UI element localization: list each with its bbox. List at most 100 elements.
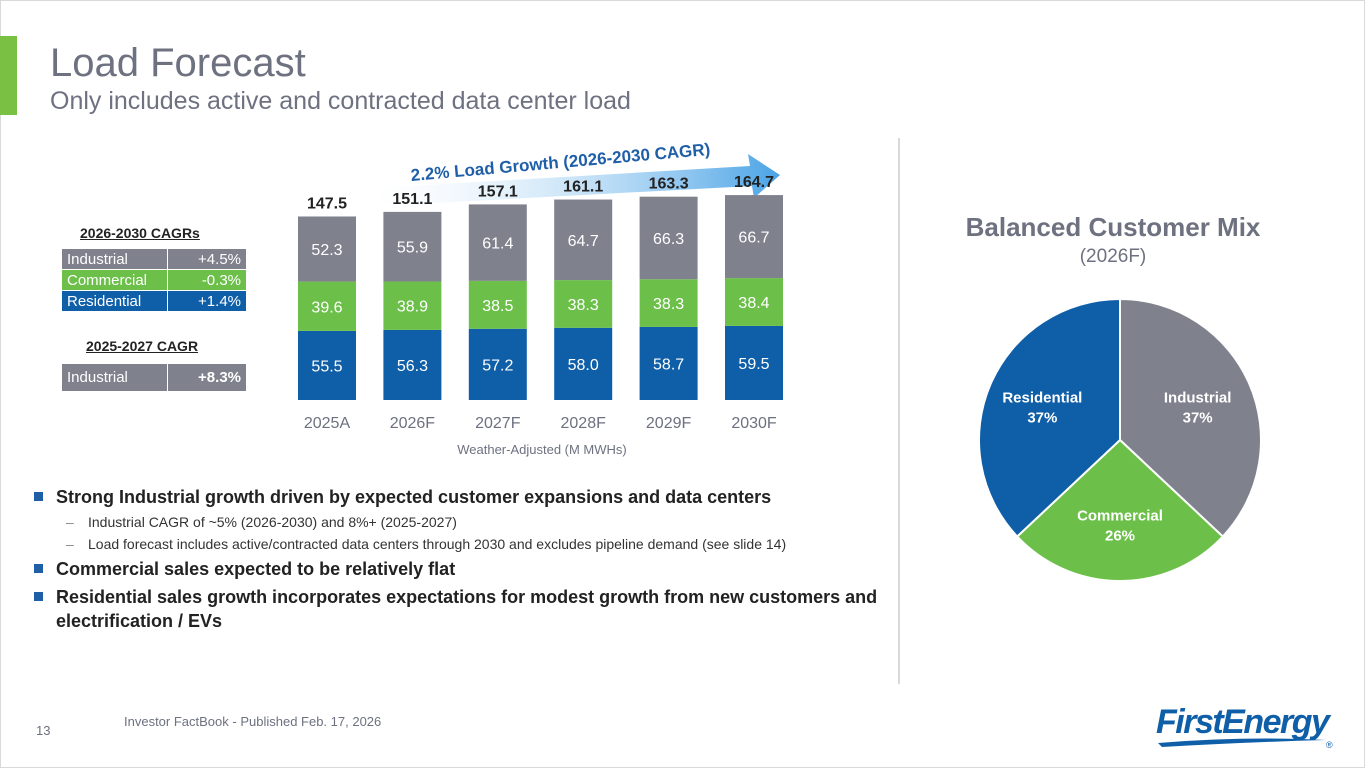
cagr-value: +1.4% xyxy=(167,290,247,312)
pie-subtitle: (2026F) xyxy=(1079,246,1147,267)
cagr-table-2025-2027: Industrial +8.3% xyxy=(61,363,247,392)
footer-text: Investor FactBook - Published Feb. 17, 2… xyxy=(124,714,382,729)
pie-slice-label: Industrial xyxy=(1164,389,1232,406)
bar-segment-residential xyxy=(298,330,356,400)
cagr-row-industrial: Industrial +8.3% xyxy=(61,363,247,392)
sub-bullet-text: Industrial CAGR of ~5% (2026-2030) and 8… xyxy=(88,514,457,530)
pie-slice-residential xyxy=(978,297,1121,538)
x-tick-label: 2027F xyxy=(475,415,521,432)
pie-slice-percent: 37% xyxy=(1183,409,1213,426)
pie-slice-industrial xyxy=(1119,297,1262,538)
bullet-item: Commercial sales expected to be relative… xyxy=(34,557,894,581)
bar-value-label: 58.0 xyxy=(568,357,599,374)
bar-segment-industrial xyxy=(468,204,527,281)
bar-segment-industrial xyxy=(725,195,783,279)
pie-title: Balanced Customer Mix xyxy=(965,212,1261,242)
firstenergy-logo: FirstEnergy ® xyxy=(1156,703,1334,750)
bar-segment-commercial xyxy=(554,280,613,328)
bullet-text: Strong Industrial growth driven by expec… xyxy=(56,487,772,507)
title-accent-bar xyxy=(0,36,17,115)
growth-arrow xyxy=(375,154,780,206)
bar-segment-commercial xyxy=(725,278,783,326)
page-number: 13 xyxy=(36,723,51,738)
bullet-square-icon xyxy=(34,564,43,573)
bar-segment-commercial xyxy=(468,280,527,329)
bar-segment-industrial xyxy=(554,199,613,281)
bar-total-label: 151.1 xyxy=(392,191,432,208)
bar-value-label: 39.6 xyxy=(311,299,342,316)
cagr-label: Commercial xyxy=(61,269,168,291)
bullet-text: Commercial sales expected to be relative… xyxy=(56,559,456,579)
pie-slice-label: Commercial xyxy=(1077,508,1163,525)
bar-segment-residential xyxy=(468,328,527,400)
pie-slice-commercial xyxy=(1015,438,1225,582)
cagr-label: Industrial xyxy=(61,248,168,270)
bar-total-label: 164.7 xyxy=(734,174,774,191)
bar-total-label: 157.1 xyxy=(478,183,518,200)
page-subtitle: Only includes active and contracted data… xyxy=(50,87,631,115)
bar-value-label: 59.5 xyxy=(738,356,769,373)
sub-bullet-item: – Load forecast includes active/contracte… xyxy=(34,535,894,554)
bar-value-label: 56.3 xyxy=(397,358,428,375)
customer-mix-pie-chart: Industrial 37% Commercial 26% Residential 37% xyxy=(978,297,1262,582)
cagr-row-commercial: Commercial -0.3% xyxy=(61,269,247,291)
cagr-table-2026-2030: Industrial +4.5% Commercial -0.3% Reside… xyxy=(61,248,247,312)
sub-bullet-item: – Industrial CAGR of ~5% (2026-2030) and … xyxy=(34,513,894,532)
page-title: Load Forecast xyxy=(50,41,306,85)
bullet-square-icon xyxy=(34,492,43,501)
x-tick-label: 2028F xyxy=(561,415,607,432)
bar-value-label: 64.7 xyxy=(568,233,599,250)
pie-slice-percent: 37% xyxy=(1027,409,1057,426)
cagr-heading-2026-2030: 2026-2030 CAGRs xyxy=(80,225,200,241)
bar-segment-residential xyxy=(639,326,698,400)
cagr-label: Industrial xyxy=(61,363,168,392)
bar-value-label: 66.3 xyxy=(653,231,684,248)
pie-slice-percent: 26% xyxy=(1105,528,1135,545)
cagr-value: +8.3% xyxy=(167,363,247,392)
bar-segment-industrial xyxy=(383,211,442,282)
cagr-heading-2025-2027: 2025-2027 CAGR xyxy=(86,338,199,354)
bar-segment-industrial xyxy=(639,196,698,280)
cagr-value: +4.5% xyxy=(167,248,247,270)
bar-total-label: 161.1 xyxy=(563,179,603,196)
dash-icon: – xyxy=(66,536,74,552)
bullet-list: Strong Industrial growth driven by expec… xyxy=(34,485,894,637)
bullet-item: Residential sales growth incorporates ex… xyxy=(34,585,894,633)
cagr-row-industrial: Industrial +4.5% xyxy=(61,248,247,270)
bar-total-label: 147.5 xyxy=(307,195,347,212)
x-tick-label: 2029F xyxy=(646,415,692,432)
cagr-label: Residential xyxy=(61,290,168,312)
bar-value-label: 55.9 xyxy=(397,240,428,257)
x-tick-label: 2025A xyxy=(304,415,351,432)
bar-value-label: 38.4 xyxy=(738,295,769,312)
bar-total-label: 163.3 xyxy=(649,176,689,193)
bar-value-label: 52.3 xyxy=(311,242,342,259)
dash-icon: – xyxy=(66,514,74,530)
bar-segment-commercial xyxy=(383,281,442,330)
cagr-row-residential: Residential +1.4% xyxy=(61,290,247,312)
logo-text: FirstEnergy xyxy=(1156,703,1332,741)
bar-value-label: 38.9 xyxy=(397,299,428,316)
bar-value-label: 38.3 xyxy=(568,297,599,314)
bar-value-label: 38.3 xyxy=(653,296,684,313)
bar-value-label: 57.2 xyxy=(482,357,513,374)
bullet-item: Strong Industrial growth driven by expec… xyxy=(34,485,894,509)
x-tick-label: 2030F xyxy=(731,415,777,432)
vertical-divider xyxy=(898,138,900,684)
bar-segment-industrial xyxy=(298,216,356,282)
cagr-value: -0.3% xyxy=(167,269,247,291)
bar-value-label: 38.5 xyxy=(482,298,513,315)
logo-registered-mark: ® xyxy=(1326,740,1333,750)
bullet-square-icon xyxy=(34,592,43,601)
bar-value-label: 55.5 xyxy=(311,358,342,375)
bar-value-label: 66.7 xyxy=(738,230,769,247)
logo-swoosh xyxy=(1158,738,1326,747)
bar-value-label: 58.7 xyxy=(653,356,684,373)
bar-value-label: 61.4 xyxy=(482,236,513,253)
x-axis-label: Weather-Adjusted (M MWHs) xyxy=(457,442,627,457)
bar-segment-residential xyxy=(725,325,783,400)
x-tick-label: 2026F xyxy=(390,415,436,432)
bar-segment-residential xyxy=(554,327,613,400)
sub-bullet-text: Load forecast includes active/contracted… xyxy=(88,536,787,552)
pie-slice-label: Residential xyxy=(1002,389,1082,406)
